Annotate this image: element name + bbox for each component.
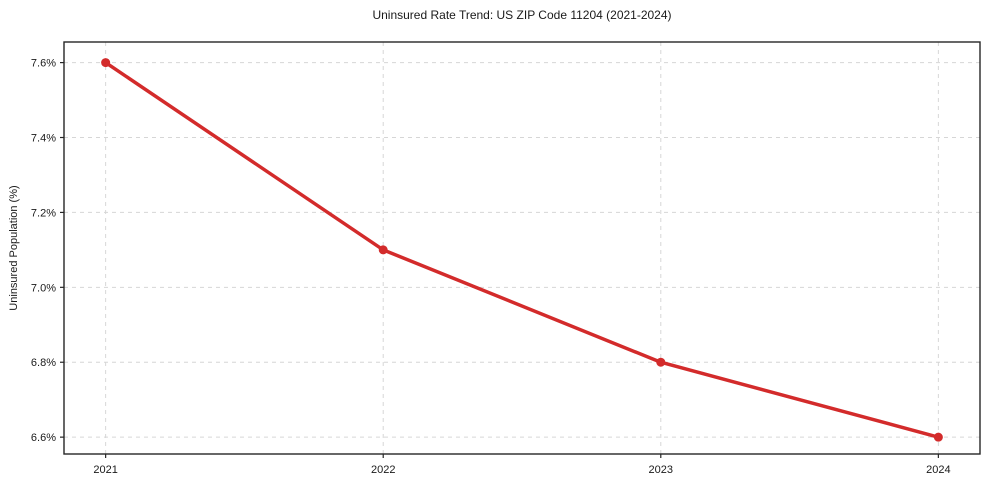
y-axis-tick-label: 7.4% bbox=[31, 133, 56, 145]
chart-title: Uninsured Rate Trend: US ZIP Code 11204 … bbox=[372, 8, 672, 22]
x-axis-tick-label: 2021 bbox=[93, 464, 117, 476]
x-axis-tick-label: 2022 bbox=[371, 464, 395, 476]
data-point-marker bbox=[378, 245, 388, 255]
x-axis-tick-label: 2023 bbox=[649, 464, 673, 476]
data-point-marker bbox=[101, 58, 111, 68]
plot-border bbox=[63, 41, 981, 455]
y-axis-tick-label: 6.6% bbox=[31, 432, 56, 444]
x-axis-tick-label: 2024 bbox=[926, 464, 950, 476]
data-point-marker bbox=[656, 357, 666, 367]
y-axis-tick-label: 6.8% bbox=[31, 357, 56, 369]
y-axis-tick-label: 7.2% bbox=[31, 207, 56, 219]
y-axis-tick-label: 7.6% bbox=[31, 58, 56, 70]
y-axis-tick-label: 7.0% bbox=[31, 282, 56, 294]
data-point-marker bbox=[933, 432, 943, 442]
trend-line bbox=[103, 60, 941, 439]
